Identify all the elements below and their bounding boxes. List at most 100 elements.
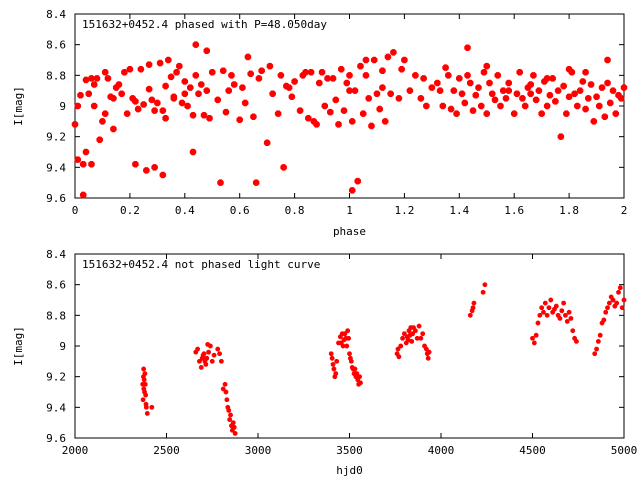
data-point (348, 118, 356, 125)
data-point (123, 110, 131, 117)
data-point (203, 362, 209, 367)
data-point (570, 328, 576, 334)
data-point (192, 41, 200, 48)
x-tick-label: 4500 (519, 444, 546, 457)
data-point (605, 305, 610, 311)
data-point (546, 305, 552, 311)
data-point (472, 92, 480, 99)
data-point (354, 177, 361, 185)
data-point (594, 346, 599, 352)
x-tick-label: 0.6 (230, 204, 250, 217)
data-point (140, 101, 147, 108)
data-point (219, 67, 227, 74)
data-point (617, 95, 625, 102)
data-point (132, 161, 139, 168)
data-point (192, 72, 200, 79)
data-point (499, 87, 507, 94)
data-point (247, 70, 254, 78)
data-point (263, 139, 271, 147)
data-point (480, 69, 488, 76)
data-point (401, 56, 408, 64)
data-point (461, 99, 469, 107)
x-tick-label: 3000 (245, 444, 272, 457)
data-point (445, 72, 452, 79)
data-point (587, 81, 595, 88)
data-point (417, 95, 425, 102)
chart-title: 151632+0452.4 phased with P=48.050day (82, 18, 327, 31)
data-point (486, 79, 493, 87)
data-point (532, 96, 540, 104)
data-point (574, 102, 581, 110)
data-point (553, 303, 559, 309)
data-point (291, 78, 298, 85)
data-point (203, 87, 211, 94)
data-point (285, 84, 293, 91)
y-tick-label: 8.4 (46, 248, 66, 261)
data-point (557, 133, 565, 140)
y-tick-label: 8.4 (46, 8, 66, 21)
data-point (387, 90, 394, 97)
data-point (619, 305, 625, 311)
data-point (603, 309, 609, 315)
data-point (357, 62, 364, 70)
data-point (280, 164, 287, 171)
data-point (208, 343, 213, 349)
data-point (288, 93, 296, 101)
data-point (330, 362, 336, 367)
data-point (82, 148, 90, 156)
data-point (77, 92, 84, 99)
data-point (519, 95, 526, 102)
x-tick-label: 1.6 (504, 204, 524, 217)
y-tick-label: 8.8 (46, 309, 66, 322)
data-point (368, 122, 375, 130)
data-point (255, 75, 263, 82)
data-point (345, 328, 351, 334)
data-point (241, 99, 249, 107)
data-point (219, 358, 224, 364)
data-point (327, 108, 334, 116)
data-point (607, 300, 612, 306)
data-point (527, 81, 534, 88)
data-point (426, 349, 432, 355)
data-point (310, 118, 318, 125)
data-point (156, 59, 164, 67)
data-point (228, 72, 235, 79)
data-point (343, 79, 351, 87)
data-point (170, 95, 178, 102)
data-point (482, 282, 488, 288)
data-point (412, 72, 419, 79)
y-tick-label: 8.6 (46, 279, 66, 292)
data-point (244, 53, 252, 61)
x-tick-label: 1 (346, 204, 353, 217)
data-point (142, 381, 148, 387)
phased-panel: 0 0.2 0.4 0.6 0.8 1 1.2 1.4 1.6 1.8 2 8.4 8.6 8.8 9 9.2… (12, 8, 627, 238)
data-point (154, 99, 161, 107)
data-point (165, 56, 172, 64)
data-point (79, 161, 87, 168)
x-tick-label: 0 (72, 204, 79, 217)
data-point (144, 404, 149, 410)
data-point (598, 84, 606, 91)
data-point (332, 96, 340, 104)
data-point (252, 179, 260, 186)
y-tick-label: 9.6 (46, 432, 66, 445)
data-point (424, 346, 429, 352)
data-point (601, 113, 609, 120)
data-point (162, 82, 169, 90)
data-point (217, 351, 222, 357)
data-point (250, 113, 257, 120)
y-tick-label: 9.6 (46, 192, 66, 205)
data-point (483, 62, 491, 70)
x-tick-label: 0.2 (120, 204, 140, 217)
data-point (574, 339, 579, 344)
data-point (359, 110, 367, 117)
data-point (381, 118, 389, 125)
data-point (513, 90, 521, 97)
data-point (439, 102, 447, 110)
data-point (365, 95, 372, 102)
data-point (601, 317, 607, 323)
data-point (582, 69, 589, 76)
data-point (497, 102, 504, 110)
data-point (491, 96, 499, 104)
